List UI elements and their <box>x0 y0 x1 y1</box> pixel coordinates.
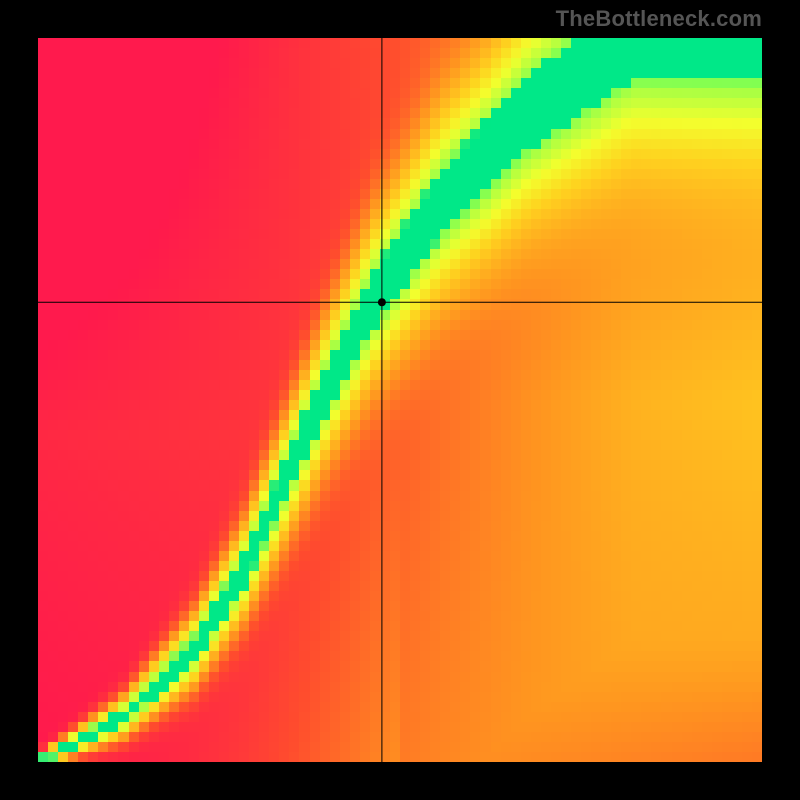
heatmap-canvas <box>38 38 762 762</box>
chart-container: TheBottleneck.com <box>0 0 800 800</box>
plot-area <box>38 38 762 762</box>
watermark-text: TheBottleneck.com <box>556 6 762 32</box>
